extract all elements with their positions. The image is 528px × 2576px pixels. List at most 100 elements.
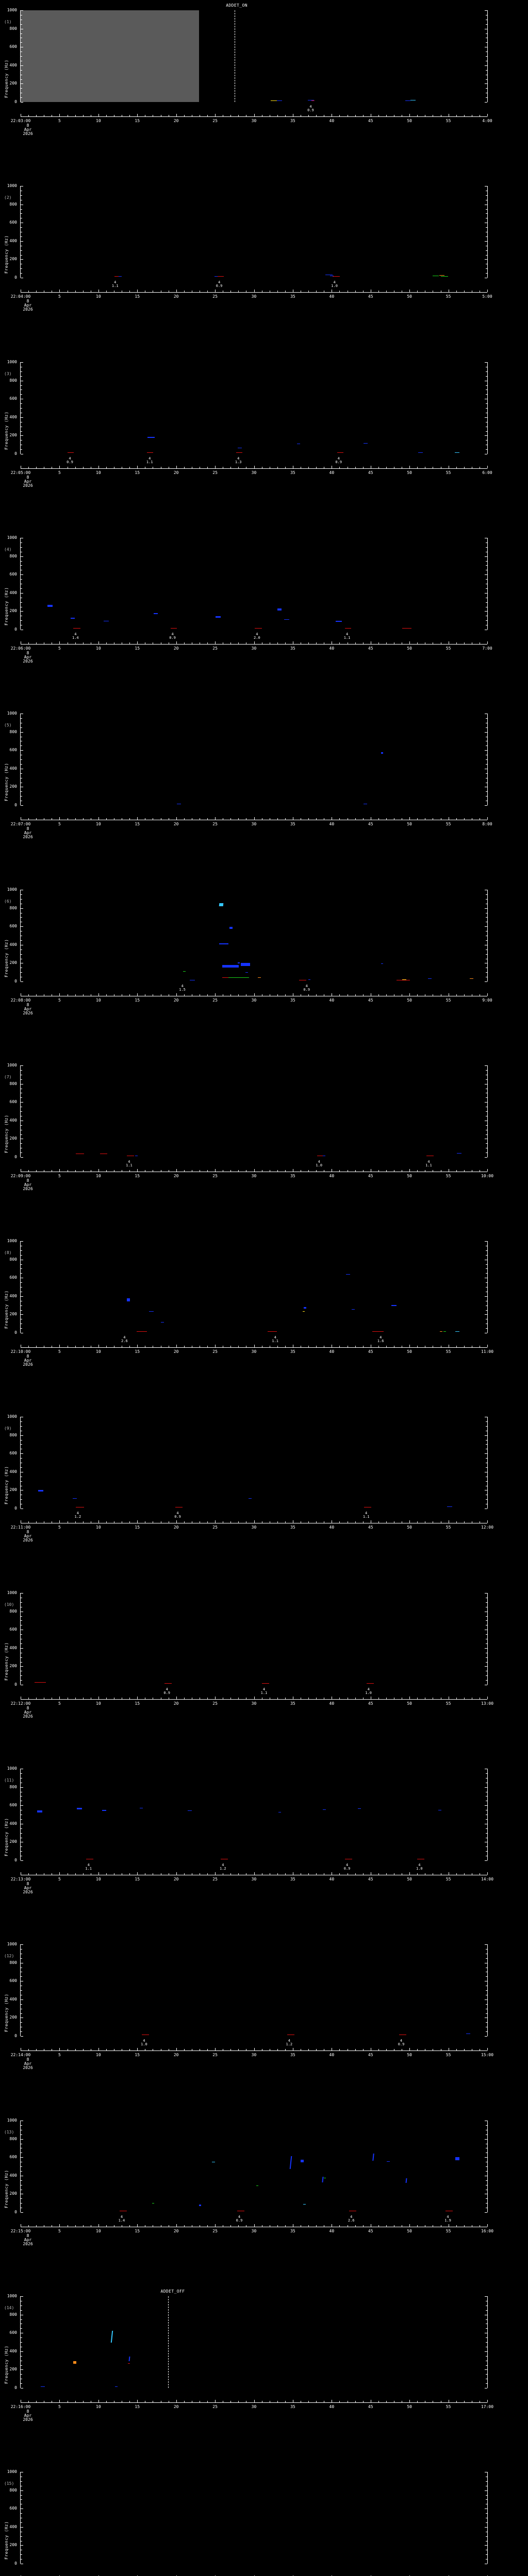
y-tick-minor-right xyxy=(486,2328,487,2329)
x-tick-minor xyxy=(106,291,107,292)
detection-trace xyxy=(222,977,228,978)
y-tick-minor xyxy=(21,2337,22,2338)
x-tick-minor xyxy=(106,1521,107,1523)
x-tick-minor xyxy=(316,2225,317,2227)
x-tick-minor xyxy=(456,467,457,468)
x-tick-minor xyxy=(277,1521,278,1523)
y-tick-minor-right xyxy=(486,2203,487,2204)
x-tick-minor xyxy=(355,2401,356,2402)
x-tick-minor xyxy=(285,291,286,292)
annotation-class: 4 xyxy=(337,456,340,461)
y-tick-major-right xyxy=(485,10,487,11)
annotation-class: 4 xyxy=(123,1335,126,1340)
y-tick-minor xyxy=(21,894,22,895)
y-tick-minor xyxy=(21,42,22,43)
x-tick-major xyxy=(98,993,99,996)
x-tick-label: 5 xyxy=(58,998,61,1003)
x-tick-major xyxy=(409,1872,410,1875)
y-tick-minor-right xyxy=(486,1657,487,1658)
x-tick-minor xyxy=(184,467,185,468)
y-tick-minor xyxy=(21,2355,22,2357)
detection-trace xyxy=(47,604,53,607)
x-tick-label: 10 xyxy=(96,294,101,299)
y-tick-label: 1000 xyxy=(7,1414,17,1419)
y-tick-minor-right xyxy=(486,2013,487,2014)
x-tick-minor xyxy=(417,1521,418,1523)
detection-trace xyxy=(304,1307,307,1309)
y-tick-minor-right xyxy=(486,954,487,955)
annotation-score: 1.1 xyxy=(111,284,119,288)
x-tick-label: 30 xyxy=(251,998,257,1003)
y-tick-minor xyxy=(21,1111,22,1112)
x-tick-minor xyxy=(36,291,37,292)
x-tick-label: 40 xyxy=(329,1349,335,1354)
x-tick-minor xyxy=(75,1873,76,1875)
panel-index-label: (6) xyxy=(4,899,12,904)
detection-trace xyxy=(73,628,81,629)
y-tick-label: 200 xyxy=(9,960,17,965)
left-axis-spine xyxy=(20,1593,21,1685)
x-tick-minor xyxy=(417,291,418,292)
x-tick-major xyxy=(98,290,99,292)
x-tick-minor xyxy=(362,1170,364,1172)
y-tick-minor-right xyxy=(486,1310,487,1311)
x-tick-major xyxy=(254,114,255,116)
x-tick-minor xyxy=(75,1170,76,1172)
y-tick-major xyxy=(21,574,23,575)
y-tick-minor-right xyxy=(486,1125,487,1126)
detection-trace xyxy=(366,1683,374,1684)
x-tick-minor xyxy=(378,1521,379,1523)
y-tick-minor xyxy=(21,1255,22,1256)
y-tick-major-right xyxy=(485,1593,487,1594)
y-tick-label: 0 xyxy=(14,803,17,807)
x-axis-line xyxy=(21,468,487,469)
detection-trace xyxy=(245,972,249,973)
y-tick-label: 0 xyxy=(14,1155,17,1159)
x-tick-label: 25 xyxy=(212,2404,218,2409)
y-tick-minor-right xyxy=(486,899,487,900)
x-tick-major xyxy=(176,2048,177,2050)
y-tick-label: 1000 xyxy=(7,360,17,364)
y-tick-label: 400 xyxy=(9,590,17,595)
detection-trace xyxy=(443,1331,446,1332)
y-tick-label: 200 xyxy=(9,2543,17,2548)
x-tick-minor xyxy=(308,2049,309,2050)
right-axis-spine xyxy=(487,186,488,278)
y-tick-minor xyxy=(21,2134,22,2135)
x-tick-label: 25 xyxy=(212,1349,218,1354)
annotation-class: 4 xyxy=(427,1160,430,1164)
x-tick-label: 35 xyxy=(290,1174,295,1178)
x-axis-line xyxy=(21,644,487,645)
annotation-score: 0.9 xyxy=(174,1515,181,1519)
spectrogram-panel: (3) Frequency (Hz) 0 200 400 600 800 1000 4 0.9 4 1… xyxy=(0,352,528,528)
y-tick-minor-right xyxy=(486,431,487,432)
spectrogram-panel: (4) Frequency (Hz) 0 200 400 600 800 1000 4 1.4 4 0… xyxy=(0,528,528,703)
x-tick-minor xyxy=(106,2225,107,2227)
y-tick-minor xyxy=(21,2198,22,2199)
y-tick-minor xyxy=(21,773,22,774)
x-axis-end-time-label: 15:00 xyxy=(481,2053,494,2057)
x-tick-minor xyxy=(339,2225,340,2227)
y-tick-minor xyxy=(21,449,22,450)
x-tick-label: 40 xyxy=(329,118,335,123)
x-tick-major xyxy=(98,2400,99,2402)
x-tick-label: 5 xyxy=(58,470,61,475)
y-tick-label: 800 xyxy=(9,2312,17,2317)
spectrogram-panel: (10) Frequency (Hz) 0 200 400 600 800 1000 4 0.9 4… xyxy=(0,1583,528,1758)
x-tick-major xyxy=(254,466,255,468)
y-tick-minor xyxy=(21,389,22,391)
detection-score-annotation: 4 0.9 xyxy=(236,2215,243,2223)
date-part: 2026 xyxy=(23,1890,33,1894)
x-tick-minor xyxy=(36,2225,37,2227)
plot-area xyxy=(21,10,487,102)
x-tick-major xyxy=(487,1697,488,1699)
x-tick-minor xyxy=(339,818,340,820)
x-tick-minor xyxy=(184,1698,185,1699)
detection-trace xyxy=(148,1311,154,1312)
x-tick-minor xyxy=(207,1346,208,1347)
left-axis-spine xyxy=(20,714,21,805)
x-tick-minor xyxy=(285,467,286,468)
y-tick-major-right xyxy=(485,259,487,260)
x-tick-minor xyxy=(355,818,356,820)
x-tick-label: 15 xyxy=(135,1701,140,1706)
